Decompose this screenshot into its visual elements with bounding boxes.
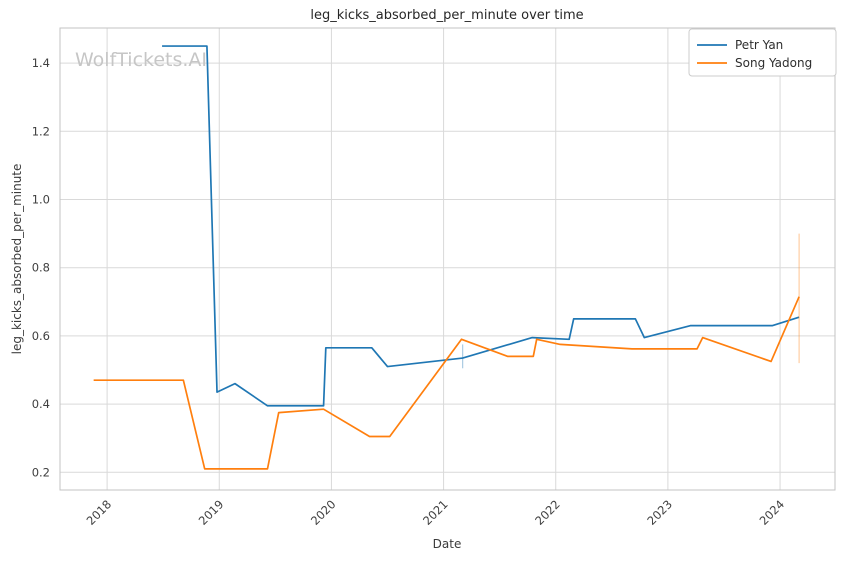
x-tick-label: 2022 xyxy=(532,497,563,528)
y-tick-label: 0.6 xyxy=(32,329,50,343)
y-tick-label: 0.4 xyxy=(32,397,50,411)
series-layer xyxy=(93,45,800,470)
x-tick-label: 2020 xyxy=(308,497,339,528)
x-tick-label: 2021 xyxy=(420,497,451,528)
y-tick-label: 1.2 xyxy=(32,124,50,138)
x-tick-label: 2023 xyxy=(644,497,675,528)
watermark: WolfTickets.AI xyxy=(75,49,207,71)
x-tick-label: 2018 xyxy=(84,497,115,528)
grid-layer xyxy=(60,28,835,490)
y-tick-label: 1.4 xyxy=(32,56,50,70)
x-axis-label: Date xyxy=(433,537,462,551)
legend-label-song-yadong: Song Yadong xyxy=(735,56,812,70)
y-tick-label: 1.0 xyxy=(32,193,50,207)
legend: Petr Yan Song Yadong xyxy=(688,28,837,77)
y-axis-label: leg_kicks_absorbed_per_minute xyxy=(10,164,24,355)
plot-border xyxy=(59,27,836,491)
y-tick-label: 0.8 xyxy=(32,261,50,275)
series-line-petr-yan xyxy=(162,45,800,407)
x-tick-label: 2019 xyxy=(196,497,227,528)
legend-box xyxy=(688,28,837,77)
y-tick-label: 0.2 xyxy=(32,465,50,479)
tick-layer: 2018 2019 2020 2021 2022 2023 2024 0.2 0.4 0.6 0.8… xyxy=(32,56,787,528)
legend-label-petr-yan: Petr Yan xyxy=(735,38,783,52)
chart-title: leg_kicks_absorbed_per_minute over time xyxy=(310,8,583,23)
series-line-song-yadong xyxy=(93,296,800,470)
x-tick-label: 2024 xyxy=(757,497,788,528)
